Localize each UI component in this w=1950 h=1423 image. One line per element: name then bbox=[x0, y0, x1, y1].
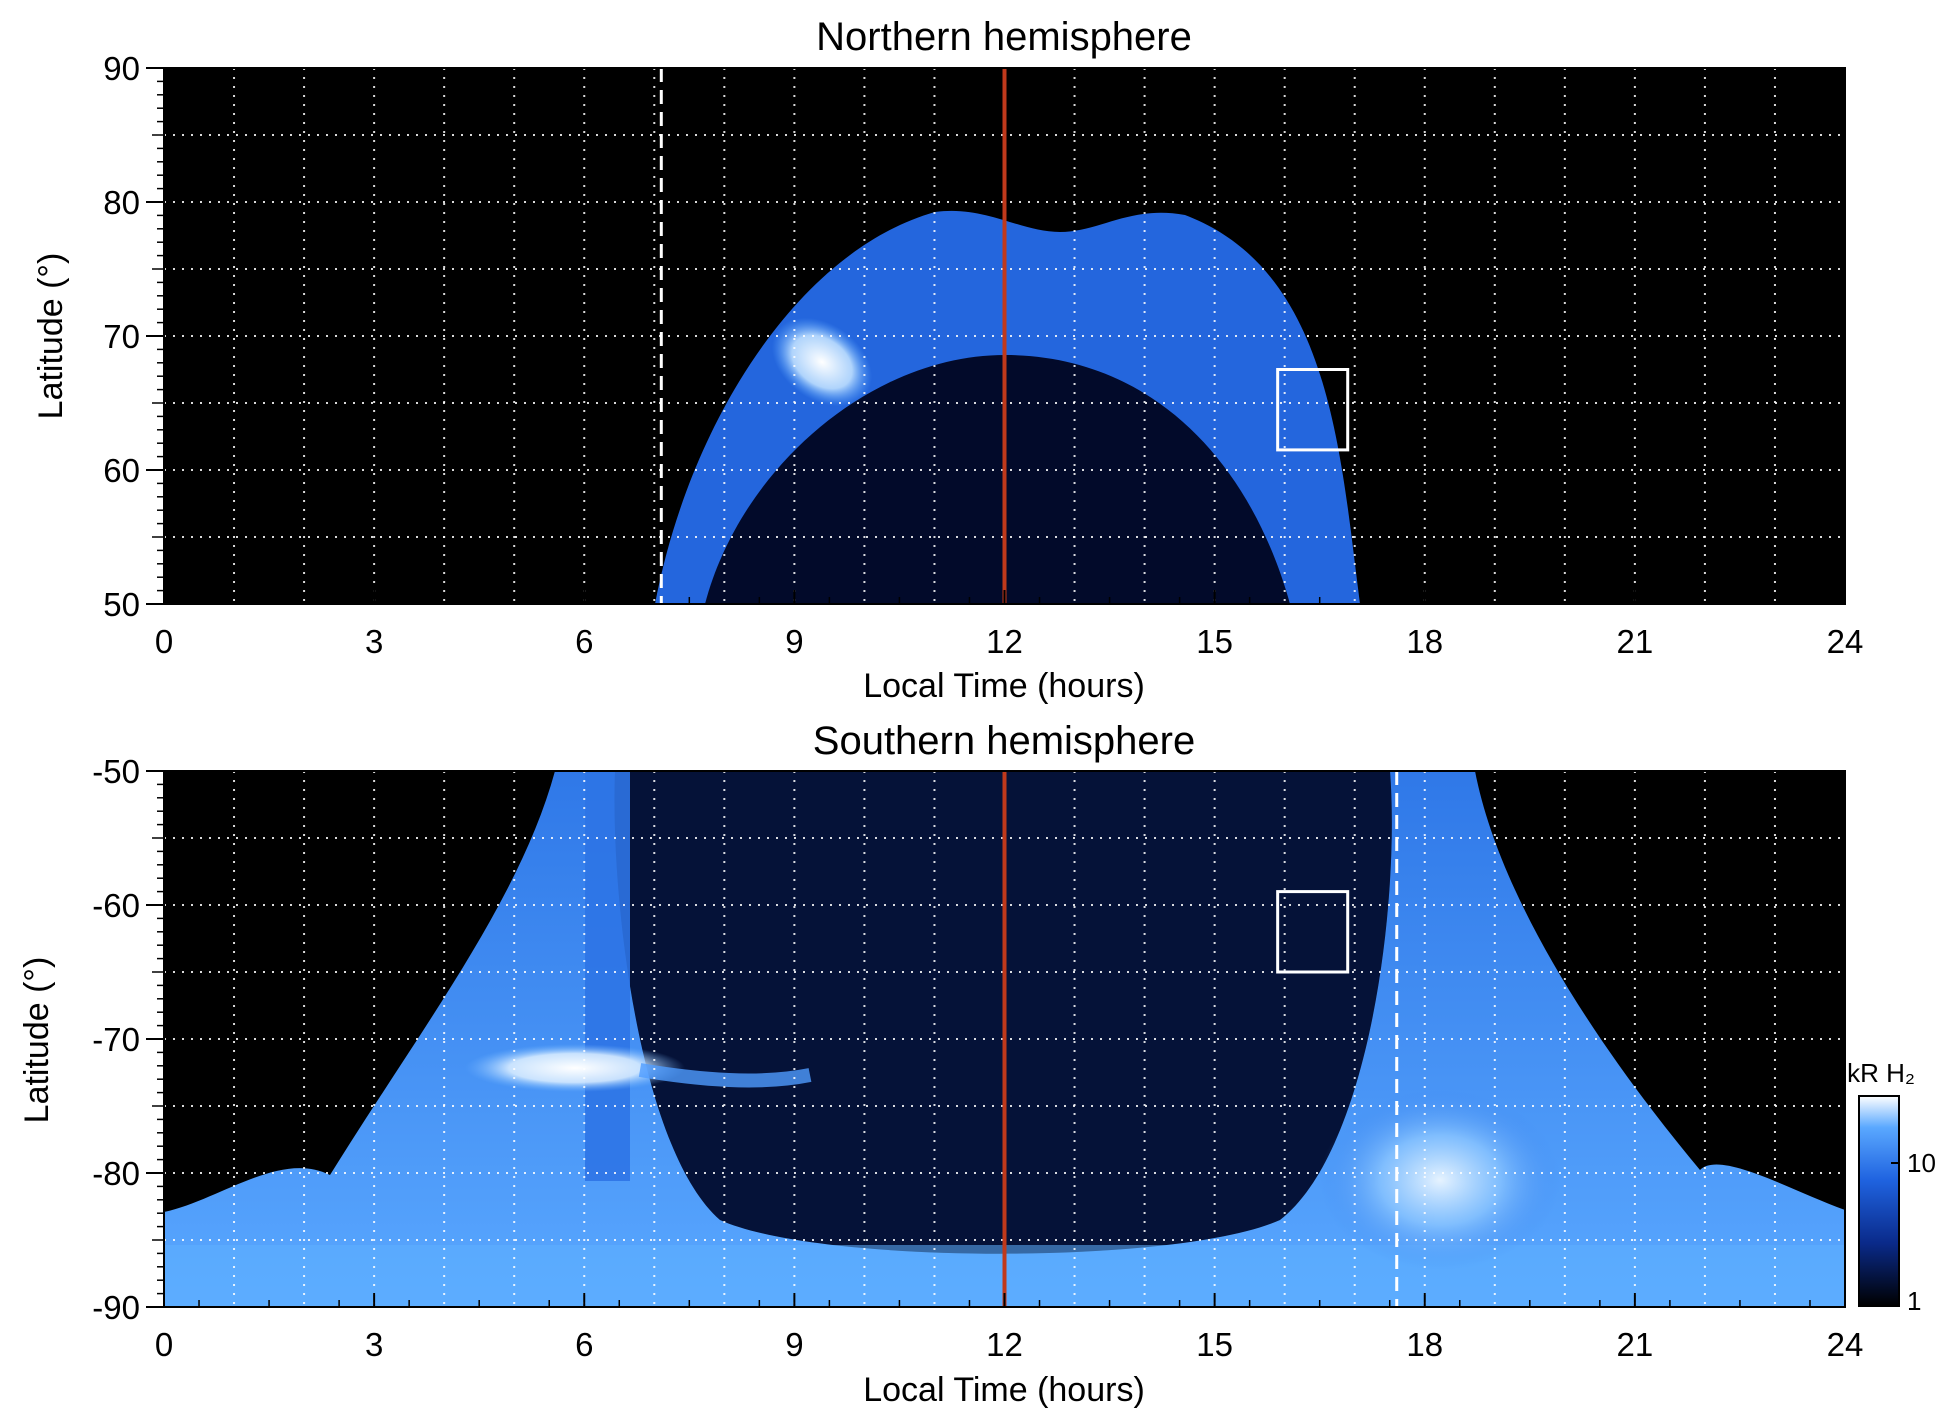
x-tick-label: 3 bbox=[365, 623, 383, 660]
northern-panel: Northern hemisphere 0 3 6 9 12 15 18 21 24 50 60 70… bbox=[32, 15, 1863, 705]
northern-axes: 0 3 6 9 12 15 18 21 24 50 60 70 80 90 bbox=[103, 50, 1863, 660]
colorbar-tick-label: 1 bbox=[1907, 1286, 1921, 1316]
x-tick-label: 9 bbox=[785, 1326, 803, 1363]
y-tick-label: -90 bbox=[92, 1289, 140, 1326]
x-tick-label: 21 bbox=[1617, 623, 1654, 660]
x-tick-label: 0 bbox=[155, 623, 173, 660]
x-tick-label: 24 bbox=[1827, 1326, 1864, 1363]
x-tick-label: 15 bbox=[1196, 1326, 1233, 1363]
southern-title: Southern hemisphere bbox=[813, 719, 1195, 763]
x-tick-label: 18 bbox=[1406, 623, 1443, 660]
x-tick-label: 15 bbox=[1196, 623, 1233, 660]
northern-bright-spot bbox=[771, 317, 873, 407]
southern-dawn-stripe bbox=[585, 771, 630, 1181]
northern-x-axis-label: Local Time (hours) bbox=[863, 667, 1145, 705]
southern-y-axis-label: Latitude (°) bbox=[18, 957, 56, 1124]
y-tick-label: -60 bbox=[92, 887, 140, 924]
southern-panel: Southern hemisphere 0 3 6 9 12 15 18 21 24 -90 -80… bbox=[18, 719, 1863, 1409]
x-tick-label: 12 bbox=[986, 623, 1023, 660]
x-tick-label: 12 bbox=[986, 1326, 1023, 1363]
colorbar-tick-label: 10 bbox=[1907, 1148, 1936, 1178]
southern-axes: 0 3 6 9 12 15 18 21 24 -90 -80 -70 -60 -50 bbox=[92, 753, 1863, 1363]
x-tick-label: 6 bbox=[575, 623, 593, 660]
y-tick-label: 80 bbox=[103, 184, 140, 221]
y-tick-label: 70 bbox=[103, 318, 140, 355]
x-tick-label: 18 bbox=[1406, 1326, 1443, 1363]
y-tick-label: -50 bbox=[92, 753, 140, 790]
southern-dusk-glow bbox=[1320, 1090, 1560, 1270]
colorbar-gradient bbox=[1858, 1095, 1900, 1307]
x-tick-label: 3 bbox=[365, 1326, 383, 1363]
southern-arc bbox=[638, 1063, 812, 1088]
northern-title: Northern hemisphere bbox=[816, 15, 1192, 59]
x-tick-label: 0 bbox=[155, 1326, 173, 1363]
y-tick-label: 50 bbox=[103, 586, 140, 623]
colorbar-label: kR H₂ bbox=[1847, 1058, 1915, 1088]
colorbar: kR H₂ 10 1 bbox=[1847, 1058, 1936, 1316]
x-tick-label: 21 bbox=[1617, 1326, 1654, 1363]
selection-box bbox=[1276, 368, 1350, 452]
northern-y-axis-label: Latitude (°) bbox=[32, 253, 70, 420]
northern-overlays bbox=[659, 68, 1350, 604]
y-tick-label: -70 bbox=[92, 1021, 140, 1058]
northern-grid bbox=[164, 68, 1845, 604]
y-tick-label: 90 bbox=[103, 50, 140, 87]
y-tick-label: -80 bbox=[92, 1155, 140, 1192]
y-tick-label: 60 bbox=[103, 452, 140, 489]
northern-polar-cap bbox=[705, 355, 1290, 604]
x-tick-label: 6 bbox=[575, 1326, 593, 1363]
southern-grid bbox=[164, 771, 1845, 1307]
x-tick-label: 24 bbox=[1827, 623, 1864, 660]
southern-overlays bbox=[1002, 771, 1399, 1307]
selection-box bbox=[1276, 890, 1350, 974]
southern-bright-spot bbox=[465, 1044, 685, 1092]
southern-x-axis-label: Local Time (hours) bbox=[863, 1371, 1145, 1409]
x-tick-label: 9 bbox=[785, 623, 803, 660]
